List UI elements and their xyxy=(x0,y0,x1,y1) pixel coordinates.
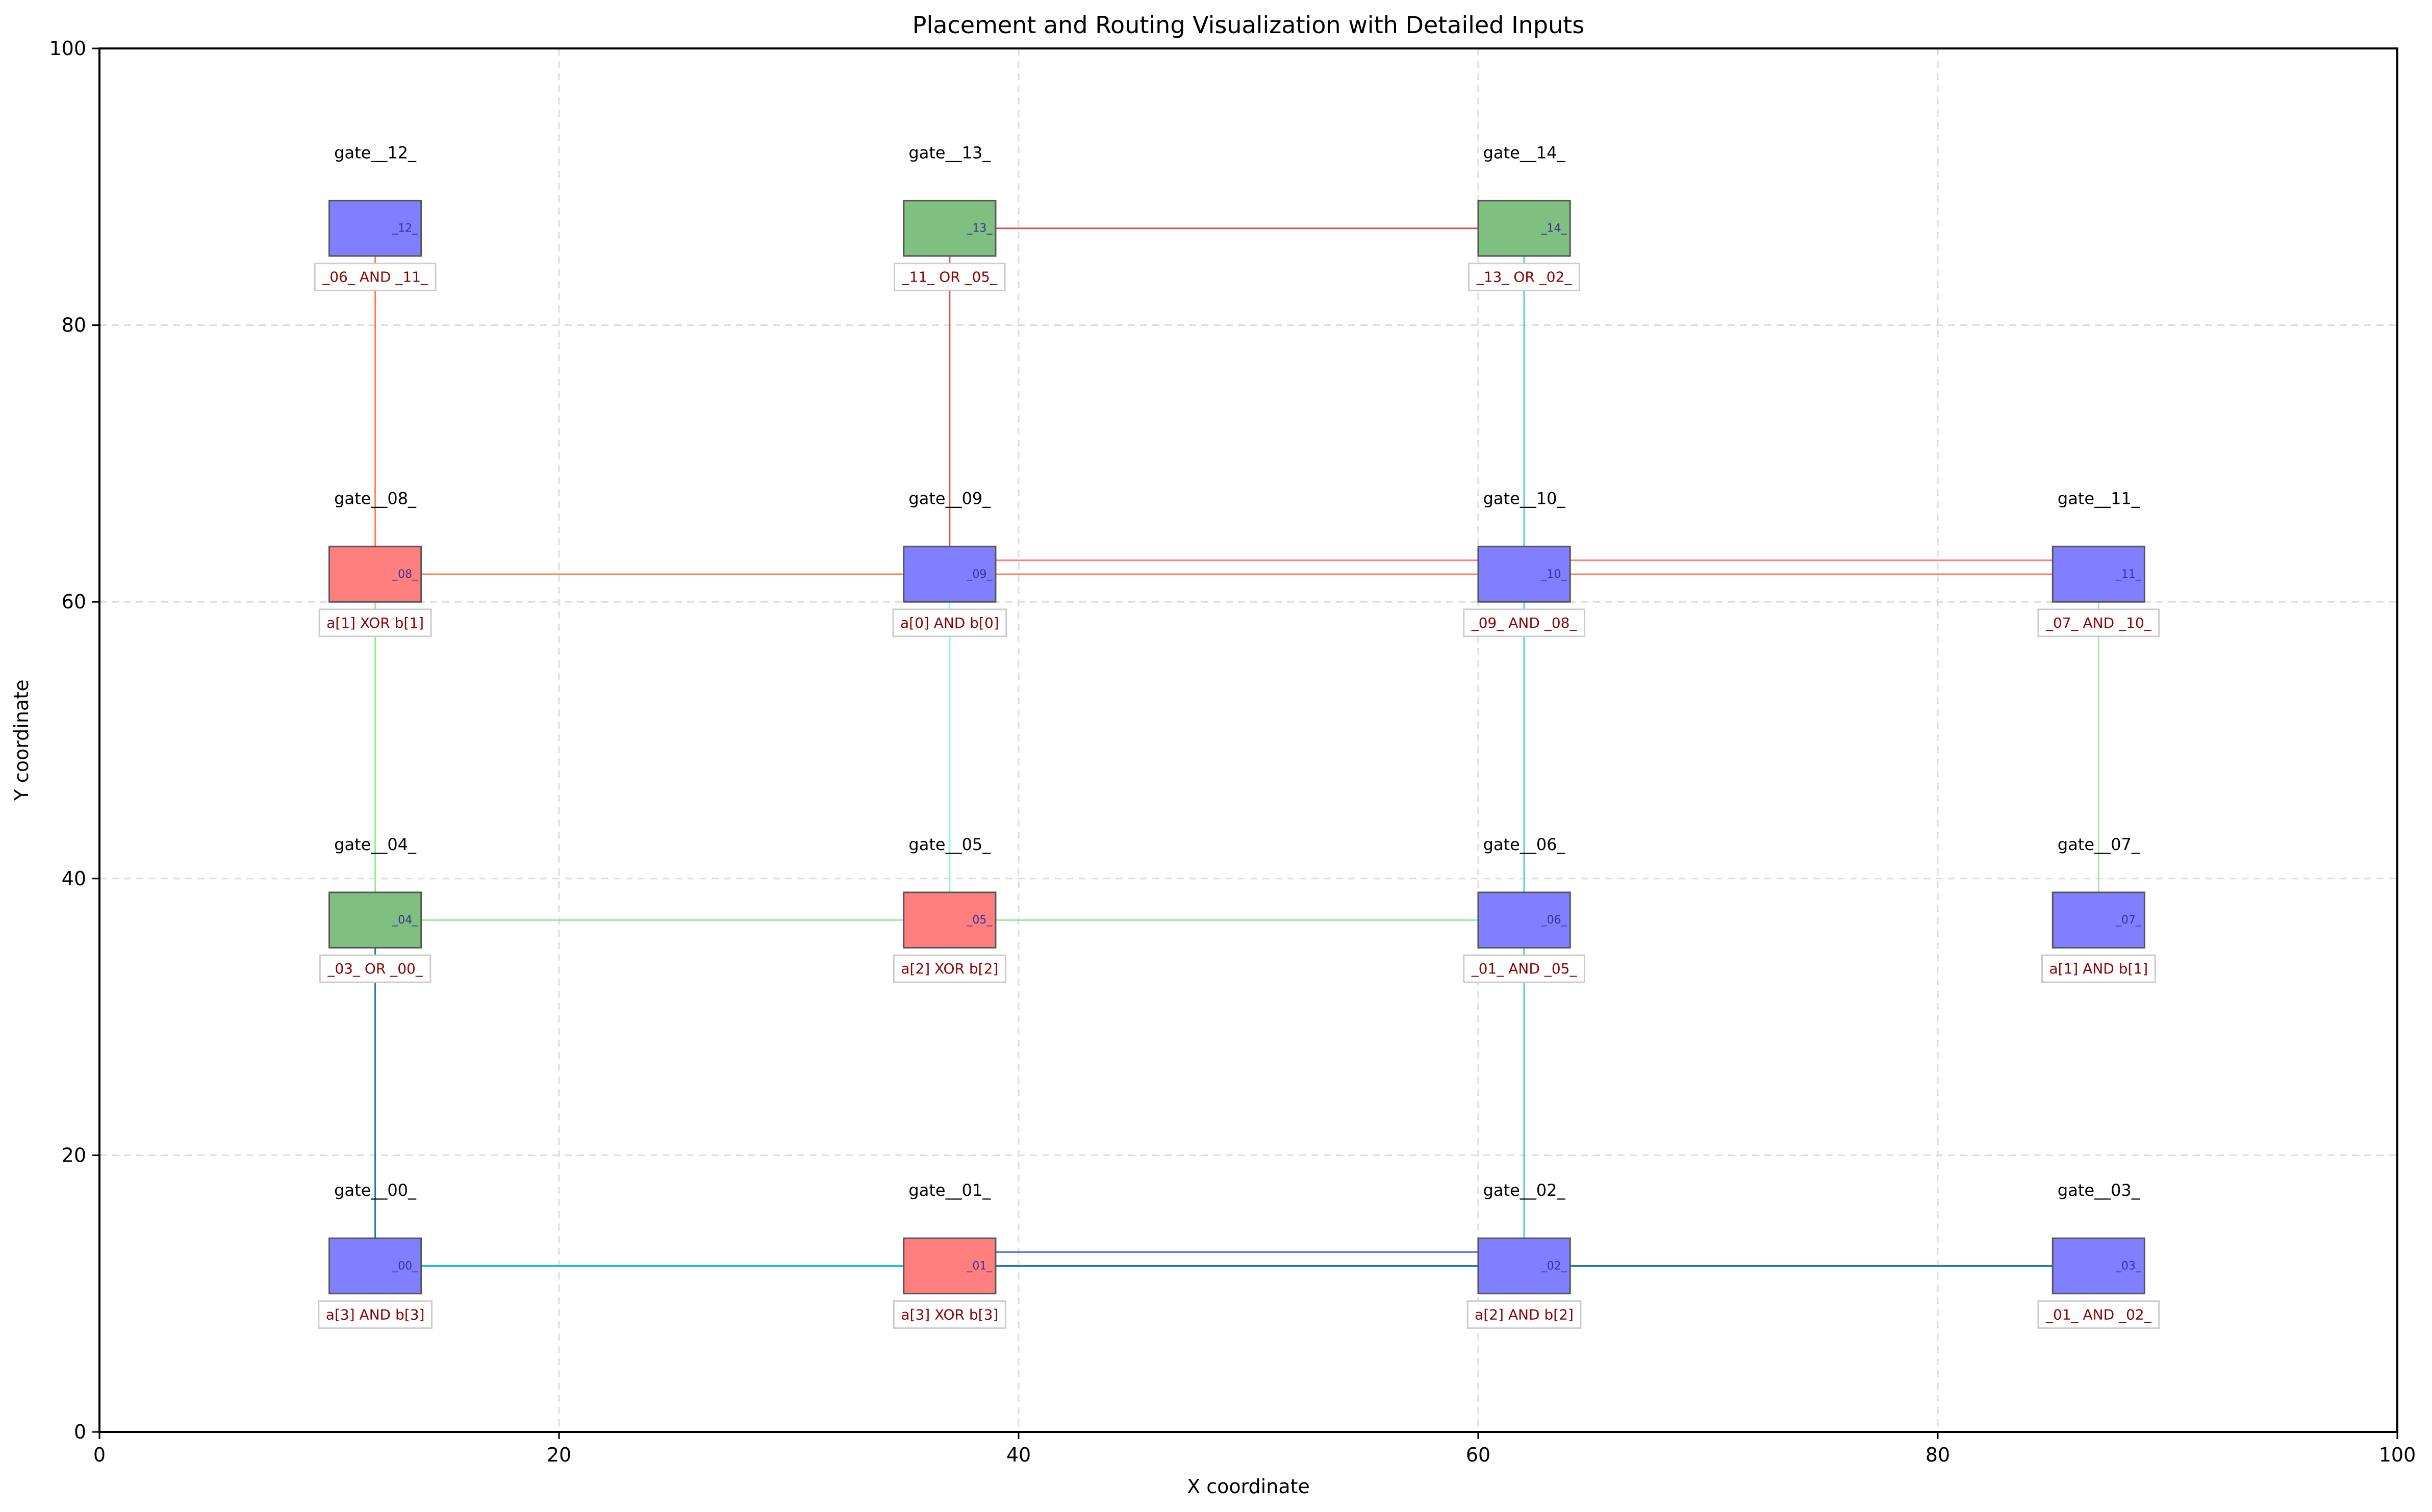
x-tick-label: 80 xyxy=(1926,1444,1950,1466)
output-pin-label: _04_ xyxy=(392,914,418,927)
output-pin-label: _13_ xyxy=(966,222,993,235)
x-tick-label: 40 xyxy=(1006,1444,1031,1466)
output-pin-label: _08_ xyxy=(392,568,418,581)
gate-name-label: gate__10_ xyxy=(1483,489,1566,508)
gate-expression-label: a[3] AND b[3] xyxy=(326,1306,425,1323)
x-tick-label: 60 xyxy=(1466,1444,1490,1466)
y-tick-label: 0 xyxy=(74,1421,86,1443)
output-pin-label: _05_ xyxy=(966,914,993,927)
gate-expression-label: _11_ OR _05_ xyxy=(902,269,998,286)
x-tick-label: 20 xyxy=(547,1444,571,1466)
gate-expression-label: a[3] XOR b[3] xyxy=(901,1306,998,1323)
x-axis-title: X coordinate xyxy=(1187,1475,1310,1498)
output-pin-label: _12_ xyxy=(392,222,418,235)
gate-name-label: gate__11_ xyxy=(2058,489,2140,508)
output-pin-label: _03_ xyxy=(2115,1260,2142,1272)
gate-name-label: gate__08_ xyxy=(334,489,417,508)
gate-expression-label: a[1] AND b[1] xyxy=(2049,960,2148,977)
gate-name-label: gate__02_ xyxy=(1483,1181,1566,1200)
gate-expression-label: a[1] XOR b[1] xyxy=(326,614,424,631)
gate-expression-label: _03_ OR _00_ xyxy=(327,960,423,977)
output-pin-label: _06_ xyxy=(1541,914,1567,927)
output-pin-label: _09_ xyxy=(966,568,993,581)
x-tick-label: 0 xyxy=(93,1444,106,1466)
gate-expression-label: _01_ AND _05_ xyxy=(1471,960,1578,977)
y-tick-label: 20 xyxy=(62,1144,86,1166)
y-tick-label: 60 xyxy=(62,591,86,613)
gate-expression-label: a[2] XOR b[2] xyxy=(901,960,998,977)
chart-title: Placement and Routing Visualization with… xyxy=(913,11,1584,39)
y-axis-title: Y coordinate xyxy=(10,680,33,802)
output-pin-label: _02_ xyxy=(1541,1260,1567,1272)
gate-name-label: gate__12_ xyxy=(334,143,417,162)
y-tick-label: 100 xyxy=(49,37,86,60)
gate-name-label: gate__09_ xyxy=(908,489,991,508)
y-tick-label: 40 xyxy=(62,867,86,890)
gate-expression-label: a[2] AND b[2] xyxy=(1475,1306,1574,1323)
y-tick-label: 80 xyxy=(62,314,86,337)
output-pin-label: _00_ xyxy=(392,1260,418,1272)
output-pin-label: _14_ xyxy=(1541,222,1567,235)
output-pin-label: _07_ xyxy=(2115,914,2142,927)
output-pin-label: _11_ xyxy=(2115,568,2142,581)
gate-name-label: gate__04_ xyxy=(334,835,417,854)
gate-expression-label: _01_ AND _02_ xyxy=(2045,1306,2152,1323)
gate-name-label: gate__00_ xyxy=(334,1181,417,1200)
gate-name-label: gate__13_ xyxy=(908,143,991,162)
gate-name-label: gate__03_ xyxy=(2058,1181,2140,1200)
gate-name-label: gate__05_ xyxy=(908,835,991,854)
gate-name-label: gate__07_ xyxy=(2058,835,2140,854)
gate-name-label: gate__01_ xyxy=(908,1181,991,1200)
gate-expression-label: _13_ OR _02_ xyxy=(1476,269,1573,286)
gate-expression-label: _06_ AND _11_ xyxy=(322,269,428,286)
output-pin-label: _01_ xyxy=(966,1260,993,1272)
gate-expression-label: _07_ AND _10_ xyxy=(2045,614,2152,631)
gate-name-label: gate__14_ xyxy=(1483,143,1566,162)
gate-name-label: gate__06_ xyxy=(1483,835,1566,854)
x-tick-label: 100 xyxy=(2379,1444,2416,1466)
gate-expression-label: _09_ AND _08_ xyxy=(1471,614,1578,631)
output-pin-label: _10_ xyxy=(1541,568,1567,581)
gate-expression-label: a[0] AND b[0] xyxy=(900,614,999,631)
